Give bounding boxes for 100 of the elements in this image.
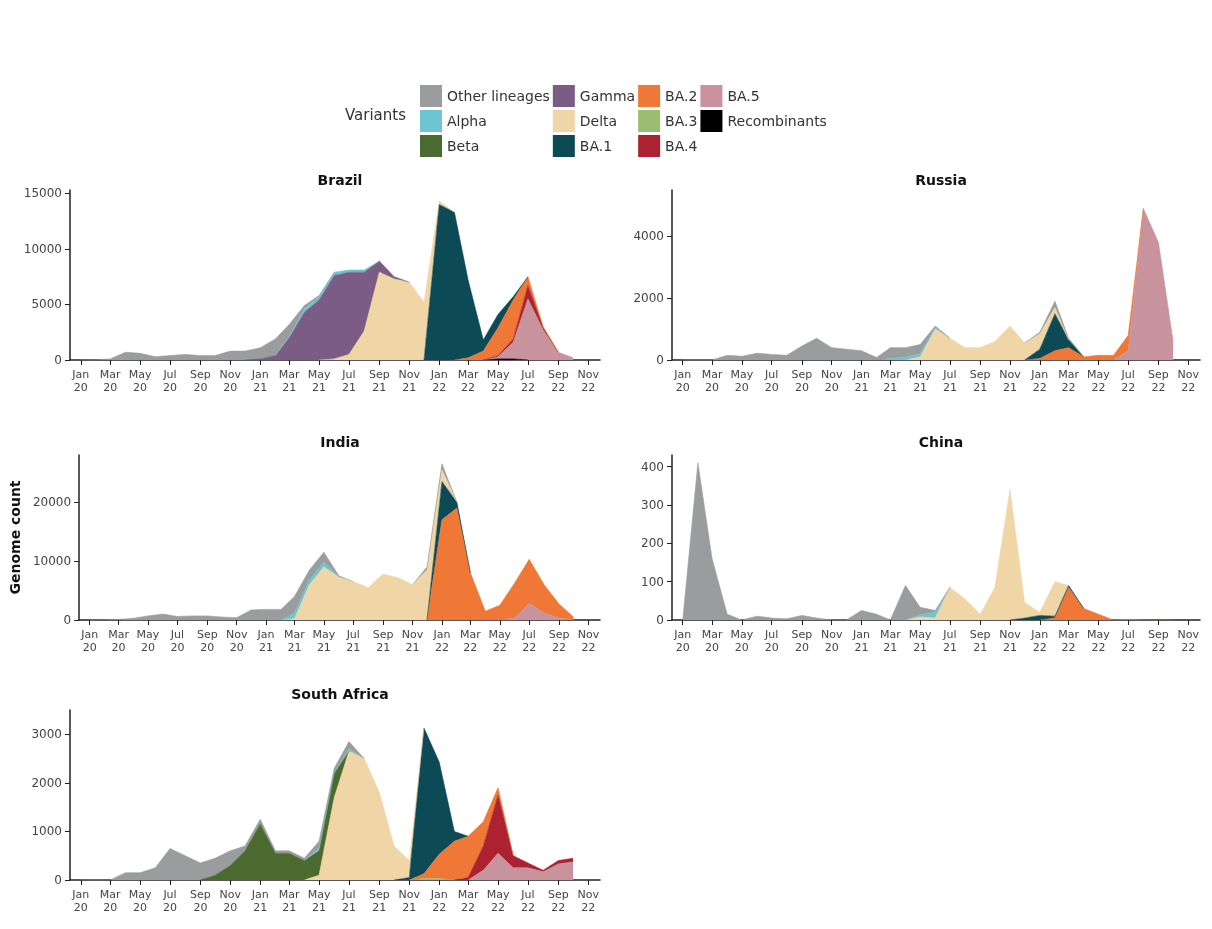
y-tick-label: 0 [54, 873, 62, 887]
x-tick-label: Nov 22 [577, 368, 600, 394]
legend-label: BA.2 [665, 88, 698, 104]
x-tick-label: May 20 [128, 888, 152, 914]
x-tick-label: Jan 20 [71, 368, 90, 394]
x-tick-label: Nov 22 [577, 888, 600, 914]
x-tick-label: May 22 [1087, 368, 1111, 394]
x-tick-label: Mar 21 [284, 628, 306, 654]
x-tick-label: Jan 22 [429, 368, 448, 394]
x-tick-label: Nov 21 [999, 368, 1022, 394]
x-tick-label: Jul 20 [764, 368, 779, 394]
x-tick-label: Mar 20 [701, 368, 723, 394]
x-tick-label: Nov 20 [225, 628, 248, 654]
x-tick-label: Nov 20 [219, 368, 242, 394]
x-tick-label: Jul 21 [341, 888, 356, 914]
x-tick-label: Sep 22 [547, 888, 569, 914]
x-tick-label: May 20 [136, 628, 160, 654]
x-tick-label: Mar 21 [278, 888, 301, 914]
x-tick-label: Sep 21 [369, 368, 390, 394]
x-tick-label: Sep 21 [969, 628, 991, 654]
y-tick-label: 0 [656, 613, 664, 627]
x-tick-label: Jul 21 [345, 628, 361, 654]
x-tick-label: Jan 21 [250, 368, 269, 394]
x-tick-label: Mar 20 [701, 628, 723, 654]
x-tick-label: Jan 20 [673, 628, 692, 654]
chart-title: South Africa [291, 686, 389, 702]
x-tick-label: Nov 20 [219, 888, 242, 914]
x-tick-label: Nov 21 [398, 888, 421, 914]
x-tick-label: Nov 22 [1177, 368, 1200, 394]
chart-title: Brazil [317, 172, 363, 188]
x-tick-label: Mar 20 [99, 888, 122, 914]
y-tick-label: 10000 [32, 554, 72, 569]
y-tick-label: 2000 [633, 291, 664, 306]
x-tick-label: Jul 22 [1120, 368, 1136, 394]
x-tick-label: Nov 21 [398, 368, 421, 394]
x-tick-label: May 21 [908, 368, 932, 394]
x-tick-label: Mar 22 [459, 628, 482, 654]
legend-label: BA.3 [665, 113, 698, 129]
legend-label: BA.1 [579, 138, 613, 154]
x-tick-label: May 21 [307, 368, 331, 394]
x-tick-label: Nov 21 [401, 628, 424, 654]
x-tick-label: Jul 20 [162, 888, 178, 914]
y-axis-title: Genome count [7, 480, 23, 595]
x-tick-label: Nov 21 [999, 628, 1022, 654]
y-tick-label: 0 [656, 353, 664, 367]
x-tick-label: Sep 20 [791, 628, 813, 654]
x-tick-label: Jul 22 [1120, 628, 1136, 654]
legend-label: Recombinants [727, 113, 827, 129]
x-tick-label: Jul 22 [521, 628, 537, 654]
x-tick-label: May 22 [486, 888, 510, 914]
chart-title: India [320, 434, 360, 450]
y-tick-label: 2000 [31, 775, 62, 790]
x-tick-label: May 21 [307, 888, 331, 914]
chart-title: China [918, 434, 964, 450]
y-tick-label: 300 [641, 497, 664, 512]
x-tick-label: Sep 21 [369, 888, 390, 914]
x-tick-label: Mar 21 [879, 368, 902, 394]
x-tick-label: Mar 20 [99, 368, 122, 394]
x-tick-label: Mar 21 [278, 368, 301, 394]
x-tick-label: Jul 22 [520, 368, 535, 394]
y-tick-label: 1000 [31, 824, 62, 839]
y-tick-label: 200 [641, 536, 664, 551]
x-tick-label: Nov 22 [1177, 628, 1200, 654]
x-tick-label: May 21 [312, 628, 336, 654]
x-tick-label: May 22 [486, 368, 510, 394]
y-tick-label: 4000 [633, 229, 664, 244]
x-tick-label: Jan 21 [256, 628, 275, 654]
y-tick-label: 5000 [31, 297, 62, 312]
x-tick-label: May 20 [730, 628, 754, 654]
x-tick-label: Mar 22 [1058, 368, 1080, 394]
x-tick-label: Sep 22 [548, 628, 570, 654]
x-tick-label: Jan 22 [429, 888, 448, 914]
x-tick-label: Sep 21 [372, 628, 394, 654]
x-tick-label: Jul 21 [942, 368, 957, 394]
x-tick-label: Jan 22 [432, 628, 451, 654]
x-tick-label: May 20 [128, 368, 152, 394]
y-tick-label: 400 [641, 459, 664, 474]
x-tick-label: Jan 21 [852, 368, 871, 394]
legend-label: Gamma [579, 88, 636, 104]
x-tick-label: Mar 22 [457, 368, 479, 394]
x-tick-label: Sep 20 [190, 888, 211, 914]
x-tick-label: Jan 22 [1030, 628, 1049, 654]
x-tick-label: May 22 [1087, 628, 1111, 654]
x-tick-label: Jan 22 [1030, 368, 1049, 394]
y-tick-label: 20000 [32, 495, 72, 510]
x-tick-label: Jul 21 [942, 628, 957, 654]
legend-label: Delta [579, 113, 618, 129]
x-tick-label: Sep 22 [1148, 628, 1169, 654]
x-tick-label: Jan 20 [71, 888, 90, 914]
x-tick-label: May 20 [730, 368, 754, 394]
x-tick-label: Mar 20 [108, 628, 130, 654]
x-tick-label: May 21 [908, 628, 932, 654]
x-tick-label: Nov 20 [820, 368, 843, 394]
y-tick-label: 100 [641, 574, 664, 589]
x-tick-label: Sep 20 [196, 628, 218, 654]
x-tick-label: Jul 20 [162, 368, 178, 394]
x-tick-label: Jan 20 [673, 368, 692, 394]
y-tick-label: 15000 [23, 186, 62, 201]
x-tick-label: Jan 20 [80, 628, 99, 654]
x-tick-label: Sep 22 [547, 368, 569, 394]
